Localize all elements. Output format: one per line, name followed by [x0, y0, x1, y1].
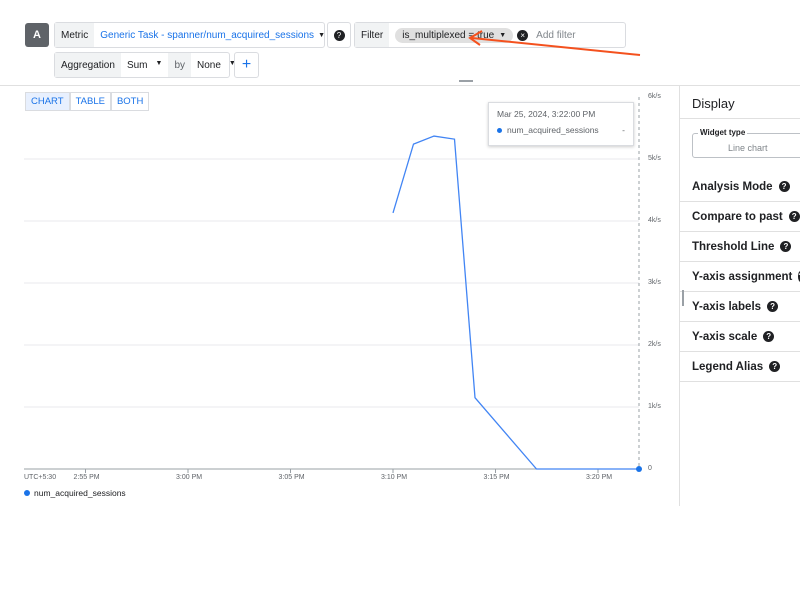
aggregation-value: Sum: [126, 59, 148, 71]
chevron-down-icon: ▼: [155, 59, 163, 67]
aggregation-label: Aggregation: [55, 53, 121, 77]
setting-compare-to-past[interactable]: Compare to past?: [680, 202, 800, 232]
chevron-down-icon: ▼: [318, 31, 325, 39]
legend-item[interactable]: num_acquired_sessions: [24, 488, 126, 498]
aggregation-row: Aggregation Sum ▼ by None ▼: [54, 52, 236, 78]
tab-table[interactable]: TABLE: [69, 92, 111, 111]
x-tick-label: 3:15 PM: [483, 474, 510, 481]
setting-label: Analysis Mode: [692, 180, 773, 193]
group-by-select[interactable]: None ▼: [191, 60, 242, 71]
tab-chart[interactable]: CHART: [25, 92, 70, 111]
add-button[interactable]: +: [234, 52, 259, 78]
series-dot-icon: [24, 490, 30, 496]
hover-point: [636, 466, 642, 472]
setting-analysis-mode[interactable]: Analysis Mode?: [680, 172, 800, 202]
help-icon[interactable]: ?: [778, 181, 790, 192]
filter-chip-text: is_multiplexed = true: [402, 29, 495, 41]
help-icon[interactable]: ?: [780, 241, 792, 252]
setting-label: Y-axis labels: [692, 300, 762, 313]
y-tick-label: 3k/s: [648, 279, 661, 286]
widget-type-value: Line chart: [728, 143, 768, 153]
metric-selector[interactable]: Metric Generic Task - spanner/num_acquir…: [54, 22, 325, 48]
annotation-arrow: [468, 30, 641, 56]
chevron-down-icon: ▼: [499, 31, 507, 39]
x-tick-label: 3:05 PM: [278, 474, 305, 481]
help-icon[interactable]: ?: [769, 361, 781, 372]
aggregation-select[interactable]: Sum ▼: [121, 60, 169, 71]
chevron-down-icon: ▼: [228, 59, 236, 67]
setting-threshold-line[interactable]: Threshold Line?: [680, 232, 800, 262]
panel-divider: [679, 86, 680, 506]
help-icon[interactable]: ?: [763, 331, 775, 342]
y-tick-label: 5k/s: [648, 155, 661, 162]
help-icon[interactable]: ?: [788, 211, 800, 222]
tab-both[interactable]: BOTH: [110, 92, 150, 111]
widget-type-select[interactable]: Widget type Line chart: [692, 128, 800, 158]
filter-bar[interactable]: Filter is_multiplexed = true ▼ × Add filt…: [354, 22, 626, 48]
query-label[interactable]: A: [25, 23, 49, 47]
display-title: Display: [692, 96, 735, 111]
metric-value[interactable]: Generic Task - spanner/num_acquired_sess…: [100, 29, 315, 41]
resize-handle[interactable]: [459, 80, 473, 82]
group-by-value: None: [197, 59, 221, 71]
tooltip-time: Mar 25, 2024, 3:22:00 PM: [497, 109, 596, 119]
help-button[interactable]: ?: [327, 22, 351, 48]
line-chart[interactable]: [0, 0, 680, 500]
y-tick-label: 2k/s: [648, 341, 661, 348]
tooltip-series: num_acquired_sessions: [507, 125, 599, 135]
x-tick-label: 3:10 PM: [381, 474, 408, 481]
y-tick-label: 1k/s: [648, 403, 661, 410]
y-tick-label: 4k/s: [648, 217, 661, 224]
setting-y-axis-scale[interactable]: Y-axis scale?: [680, 322, 800, 352]
view-tabs: CHART TABLE BOTH: [25, 92, 150, 111]
series-line: [392, 135, 639, 470]
setting-label: Y-axis assignment: [692, 270, 793, 283]
divider: [680, 118, 800, 119]
setting-label: Legend Alias: [692, 360, 764, 373]
chart-tooltip: Mar 25, 2024, 3:22:00 PM num_acquired_se…: [488, 102, 634, 146]
setting-legend-alias[interactable]: Legend Alias?: [680, 352, 800, 382]
legend-label: num_acquired_sessions: [34, 488, 126, 498]
setting-label: Y-axis scale: [692, 330, 758, 343]
setting-label: Threshold Line: [692, 240, 775, 253]
scrollbar[interactable]: [682, 290, 684, 306]
y-tick-label: 6k/s: [648, 93, 661, 100]
widget-type-label: Widget type: [698, 128, 748, 137]
tooltip-value: -: [622, 125, 625, 135]
divider: [0, 85, 800, 86]
filter-label: Filter: [355, 23, 390, 47]
metric-label: Metric: [55, 23, 95, 47]
help-icon: ?: [333, 29, 345, 41]
setting-label: Compare to past: [692, 210, 783, 223]
add-filter-input[interactable]: Add filter: [536, 29, 576, 41]
setting-y-axis-assignment[interactable]: Y-axis assignment?: [680, 262, 800, 292]
x-tick-label: 3:00 PM: [176, 474, 203, 481]
by-label: by: [168, 53, 191, 77]
series-dot-icon: [497, 127, 502, 133]
x-tick-label: 3:20 PM: [586, 474, 613, 481]
setting-y-axis-labels[interactable]: Y-axis labels?: [680, 292, 800, 322]
help-icon[interactable]: ?: [767, 301, 779, 312]
x-tick-label: 2:55 PM: [73, 474, 100, 481]
remove-filter-icon[interactable]: ×: [517, 29, 529, 41]
y-tick-label: 0: [648, 465, 652, 472]
help-icon[interactable]: ?: [798, 271, 800, 282]
timezone-label: UTC+5:30: [24, 474, 57, 481]
